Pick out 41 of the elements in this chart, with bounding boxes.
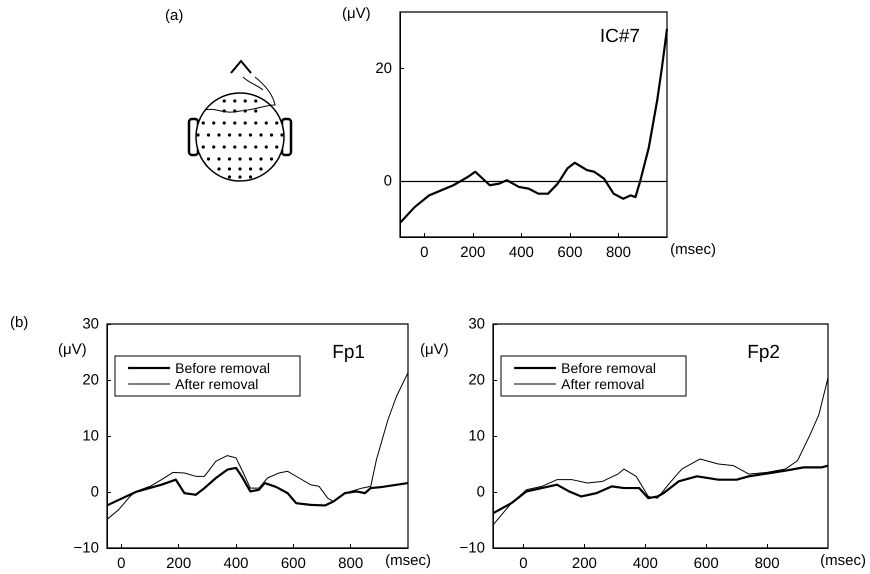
x-tick-label: 600 bbox=[694, 555, 719, 572]
y-tick-label: −10 bbox=[460, 540, 485, 556]
x-tick-label: 800 bbox=[754, 555, 780, 572]
x-tick-label: 600 bbox=[280, 555, 306, 572]
y-tick-label: 30 bbox=[468, 316, 485, 332]
y-tick-label: 10 bbox=[82, 428, 99, 444]
y-tick-label: 0 bbox=[90, 484, 99, 500]
y-axis-title: (μV) bbox=[58, 341, 87, 358]
legend-label: Before removal bbox=[175, 360, 270, 376]
y-tick-label: 20 bbox=[82, 372, 99, 388]
text: (b) bbox=[10, 314, 28, 331]
legend-label: After removal bbox=[561, 376, 644, 392]
legend-label: Before removal bbox=[561, 360, 656, 376]
x-tick-label: 200 bbox=[460, 244, 486, 261]
x-tick-label: 400 bbox=[632, 555, 658, 572]
y-tick-label: 20 bbox=[375, 60, 392, 77]
x-axis-title: (msec) bbox=[385, 552, 432, 569]
x-tick-label: 200 bbox=[166, 555, 192, 572]
x-axis-title: (msec) bbox=[670, 241, 716, 258]
y-axis-title: (μV) bbox=[420, 341, 449, 358]
x-tick-label: 0 bbox=[420, 244, 428, 261]
y-tick-label: −10 bbox=[74, 540, 99, 556]
text: Fp2 bbox=[747, 342, 780, 363]
text: (a) bbox=[165, 7, 184, 24]
y-axis-title: (μV) bbox=[342, 5, 371, 22]
x-axis-title: (msec) bbox=[820, 552, 866, 569]
y-tick-label: 0 bbox=[476, 484, 485, 500]
x-tick-label: 400 bbox=[508, 244, 534, 261]
x-tick-label: 200 bbox=[572, 555, 597, 572]
x-tick-label: 800 bbox=[338, 555, 364, 572]
y-tick-label: 20 bbox=[468, 372, 485, 388]
text: IC#7 bbox=[600, 26, 640, 47]
y-tick-label: 10 bbox=[468, 428, 485, 444]
x-tick-label: 0 bbox=[519, 555, 528, 572]
legend-label: After removal bbox=[175, 376, 258, 392]
x-tick-label: 400 bbox=[223, 555, 249, 572]
x-tick-label: 800 bbox=[606, 244, 631, 261]
y-tick-label: 30 bbox=[82, 316, 99, 332]
text: Fp1 bbox=[332, 342, 366, 363]
x-tick-label: 600 bbox=[557, 244, 582, 261]
x-tick-label: 0 bbox=[117, 555, 126, 572]
